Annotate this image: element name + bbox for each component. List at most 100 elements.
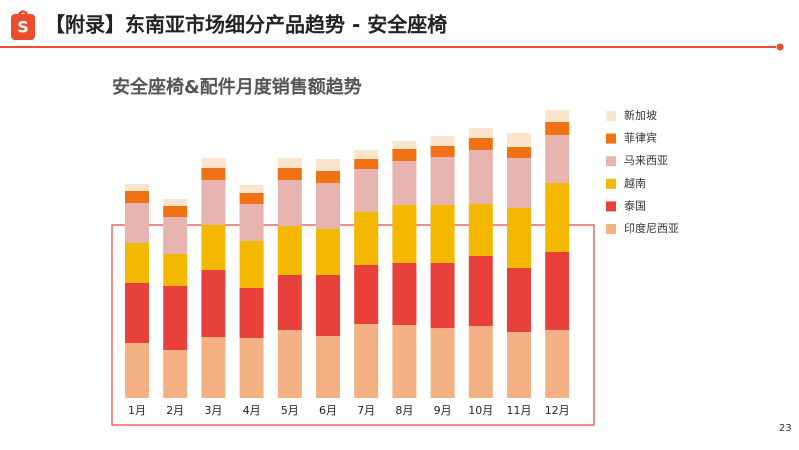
bar-segment xyxy=(468,150,493,204)
bar-segment xyxy=(545,110,570,122)
bar-segment xyxy=(545,122,570,135)
bar-segment xyxy=(201,337,226,398)
x-tick-label: 7月 xyxy=(357,404,375,417)
bar-segment xyxy=(354,159,379,169)
legend-label: 新加坡 xyxy=(624,108,657,122)
rule-dot xyxy=(776,43,784,51)
legend-label: 马来西亚 xyxy=(624,154,668,167)
bar-segment xyxy=(125,243,149,283)
bar-segment xyxy=(507,158,531,208)
bar-segment xyxy=(125,184,149,191)
bar-segment xyxy=(239,204,264,241)
bar-segment xyxy=(163,254,188,286)
bar-segment xyxy=(316,275,340,336)
bar-segment xyxy=(239,193,264,204)
bar-segment xyxy=(277,226,302,275)
legend-swatch xyxy=(606,224,616,234)
x-tick-label: 2月 xyxy=(166,404,184,417)
bar-segment xyxy=(354,324,379,398)
bar-segment xyxy=(507,133,531,147)
bar-segment xyxy=(239,185,264,193)
bar-segment xyxy=(430,136,455,146)
x-tick-label: 11月 xyxy=(507,404,532,417)
bar-segment xyxy=(316,171,340,183)
bar-segment xyxy=(430,328,455,398)
legend-swatch xyxy=(606,156,616,167)
bar-segment xyxy=(239,338,264,398)
logo: S xyxy=(11,10,35,40)
bar-segment xyxy=(468,138,493,150)
bar-segment xyxy=(201,225,226,270)
legend-label: 印度尼西亚 xyxy=(624,221,679,235)
x-tick-label: 1月 xyxy=(128,404,146,417)
bar-segment xyxy=(201,270,226,337)
bar-segment xyxy=(125,191,149,203)
bar-segment xyxy=(507,268,531,332)
svg-text:S: S xyxy=(17,18,29,37)
bar-segment xyxy=(316,159,340,171)
bar-segment xyxy=(507,208,531,268)
bar-segment xyxy=(125,343,149,398)
bar-segment xyxy=(201,180,226,225)
bar-segment xyxy=(277,158,302,168)
bar-segment xyxy=(163,217,188,254)
bar-segment xyxy=(125,283,149,343)
bar-segment xyxy=(201,158,226,168)
bar-segment xyxy=(545,183,570,252)
legend-label: 越南 xyxy=(624,176,646,190)
legend-label: 泰国 xyxy=(624,198,646,212)
bar-segment xyxy=(354,150,379,159)
bar-segment xyxy=(468,204,493,256)
x-tick-label: 12月 xyxy=(545,404,570,417)
bar-segment xyxy=(507,332,531,398)
bar-segment xyxy=(277,275,302,330)
bar-segment xyxy=(316,229,340,275)
bar-segment xyxy=(316,183,340,229)
legend-swatch xyxy=(606,178,616,189)
bar-segment xyxy=(545,135,570,183)
bar-segment xyxy=(392,325,417,398)
bar-segment xyxy=(163,286,188,350)
x-tick-label: 6月 xyxy=(319,404,337,417)
bar-segment xyxy=(163,206,188,217)
bar-segment xyxy=(239,288,264,338)
bar-segment xyxy=(392,141,417,149)
page-number: 23 xyxy=(779,423,792,434)
highlight-box xyxy=(111,224,595,426)
bar-segment xyxy=(468,256,493,326)
bar-segment xyxy=(468,326,493,398)
bar-segment xyxy=(545,252,570,330)
bar-segment xyxy=(354,169,379,212)
bar-segment xyxy=(545,330,570,398)
x-tick-label: 5月 xyxy=(281,404,299,417)
bar-segment xyxy=(125,203,149,243)
bar-segment xyxy=(430,205,455,263)
bar-segment xyxy=(163,199,188,206)
bar-segment xyxy=(392,161,417,205)
legend-label: 菲律宾 xyxy=(624,131,657,145)
legend-swatch xyxy=(606,201,616,212)
chart-title: 安全座椅&配件月度销售额趋势 xyxy=(112,76,362,98)
bar-segment xyxy=(507,147,531,158)
bar-segment xyxy=(201,168,226,180)
x-tick-label: 9月 xyxy=(434,404,452,417)
bar-segment xyxy=(430,146,455,157)
bar-segment xyxy=(277,330,302,398)
x-tick-label: 3月 xyxy=(204,404,222,417)
bar-segment xyxy=(163,350,188,398)
bar-segment xyxy=(430,157,455,205)
x-tick-label: 8月 xyxy=(395,404,413,417)
bar-segment xyxy=(277,180,302,226)
bar-segment xyxy=(239,241,264,288)
bar-segment xyxy=(430,263,455,328)
bar-segment xyxy=(277,168,302,180)
slide-title: 【附录】东南亚市场细分产品趋势 - 安全座椅 xyxy=(45,13,447,37)
legend-swatch xyxy=(606,133,616,144)
bar-segment xyxy=(354,265,379,324)
legend-swatch xyxy=(606,111,616,121)
x-tick-label: 10月 xyxy=(468,404,493,417)
bar-segment xyxy=(392,149,417,161)
bar-segment xyxy=(392,263,417,325)
bar-segment xyxy=(392,205,417,263)
